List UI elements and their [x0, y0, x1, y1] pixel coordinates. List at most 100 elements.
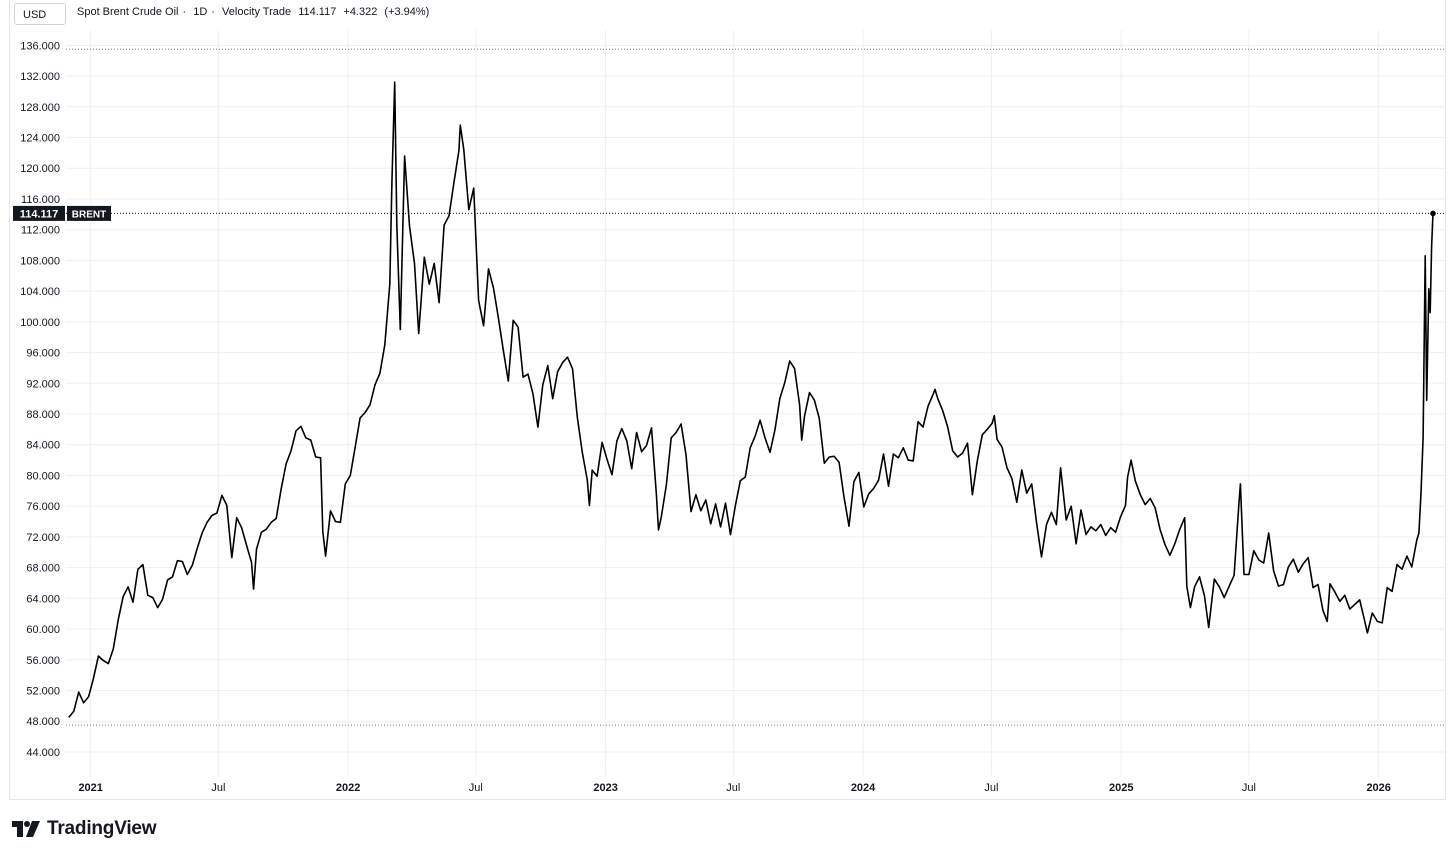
data-point — [1371, 611, 1374, 614]
data-point — [1424, 254, 1427, 257]
data-point — [1025, 492, 1028, 495]
data-point — [754, 435, 757, 438]
data-point — [1114, 531, 1117, 534]
data-point — [82, 701, 85, 704]
data-point — [1282, 583, 1285, 586]
data-point — [1198, 575, 1201, 578]
data-point — [847, 525, 850, 528]
data-point — [699, 509, 702, 512]
data-point — [383, 343, 386, 346]
change-value: +4.322 — [343, 6, 378, 18]
data-point — [354, 446, 357, 449]
last-price: 114.117 — [298, 6, 337, 18]
data-point — [215, 512, 218, 515]
data-point — [1238, 501, 1241, 504]
x-tick-label: 2021 — [78, 782, 102, 794]
data-point — [630, 467, 633, 470]
x-tick-label: Jul — [1242, 782, 1256, 794]
y-tick-label: 92.000 — [26, 378, 60, 390]
data-point — [1396, 563, 1399, 566]
data-point — [1302, 562, 1305, 565]
data-point — [252, 588, 255, 591]
data-point — [934, 388, 937, 391]
data-point — [408, 224, 411, 227]
data-point — [606, 458, 609, 461]
data-point — [1168, 554, 1171, 557]
data-point — [1429, 311, 1432, 314]
data-point — [517, 326, 520, 329]
data-point — [892, 452, 895, 455]
data-point — [689, 510, 692, 513]
x-tick-label: 2022 — [336, 782, 360, 794]
data-point — [294, 429, 297, 432]
data-point — [946, 426, 949, 429]
data-point — [77, 691, 80, 694]
data-point — [452, 181, 455, 184]
data-point — [956, 456, 959, 459]
data-point — [734, 504, 737, 507]
data-point — [1228, 585, 1231, 588]
data-point — [428, 283, 431, 286]
data-point — [265, 528, 268, 531]
data-point — [591, 469, 594, 472]
data-point — [1139, 493, 1142, 496]
data-point — [922, 426, 925, 429]
data-point — [497, 317, 500, 320]
data-point — [309, 439, 312, 442]
data-point — [1070, 505, 1073, 508]
tradingview-logo[interactable]: TradingView — [12, 818, 157, 840]
data-point — [551, 397, 554, 400]
data-point — [586, 479, 589, 482]
data-point — [1040, 555, 1043, 558]
y-tick-label: 108.000 — [20, 255, 60, 267]
y-tick-label: 136.000 — [20, 40, 60, 52]
data-point — [186, 573, 189, 576]
data-point — [808, 391, 811, 394]
y-tick-label: 120.000 — [20, 163, 60, 175]
data-point — [1358, 598, 1361, 601]
data-point — [166, 578, 169, 581]
data-point — [1149, 497, 1152, 500]
data-point — [581, 451, 584, 454]
y-tick-label: 128.000 — [20, 102, 60, 114]
data-point — [1430, 245, 1433, 248]
data-point — [201, 532, 204, 535]
currency-selector[interactable]: USD — [14, 3, 66, 25]
data-point — [230, 556, 233, 559]
data-point — [571, 367, 574, 370]
data-point — [304, 436, 307, 439]
data-point — [1329, 582, 1332, 585]
data-point — [665, 484, 668, 487]
data-point — [443, 224, 446, 227]
data-point — [136, 568, 139, 571]
data-point — [936, 397, 939, 400]
data-point — [993, 414, 996, 417]
data-point — [1417, 532, 1420, 535]
data-point — [1333, 591, 1336, 594]
data-point — [1353, 603, 1356, 606]
data-point — [1104, 534, 1107, 537]
data-point — [1415, 538, 1418, 541]
data-point — [349, 474, 352, 477]
data-point — [941, 409, 944, 412]
data-point — [319, 456, 322, 459]
tradingview-icon — [12, 821, 40, 837]
data-point — [329, 509, 332, 512]
data-point — [541, 383, 544, 386]
data-point — [1203, 595, 1206, 598]
data-point — [314, 456, 317, 459]
data-point — [704, 499, 707, 502]
data-point — [1343, 594, 1346, 597]
series-line-brent — [68, 81, 1434, 718]
data-point — [141, 563, 144, 566]
data-point — [966, 442, 969, 445]
data-point — [897, 456, 900, 459]
data-point — [339, 521, 342, 524]
y-axis: 136.000 132.000 128.000 124.000 120.000 116.0… — [20, 40, 60, 759]
y-tick-label: 100.000 — [20, 317, 60, 329]
data-point — [1348, 608, 1351, 611]
data-point — [417, 332, 420, 335]
data-point — [1065, 519, 1068, 522]
data-point — [522, 376, 525, 379]
